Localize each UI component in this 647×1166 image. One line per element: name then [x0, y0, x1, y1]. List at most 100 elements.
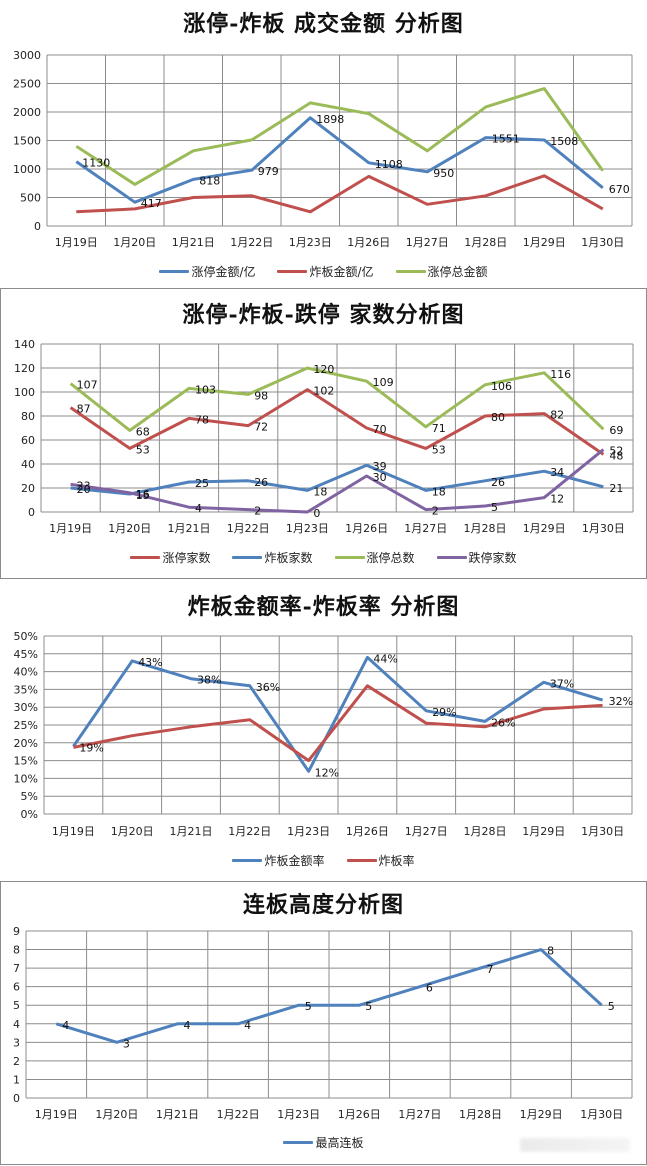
series-line — [69, 388, 605, 456]
legend-item: 涨停总数 — [334, 549, 415, 566]
legend-item: 炸板家数 — [232, 549, 313, 566]
x-tick-label: 1月20日 — [108, 522, 151, 535]
y-tick-label: 0 — [34, 220, 41, 233]
data-label: 818 — [199, 174, 220, 187]
chart-panel-rates: 炸板金额率-炸板率 分析图 0% 5% 10% 15% 20% 25% 30% 35% 40% 4… — [0, 580, 647, 875]
chart-title: 连板高度分析图 — [242, 892, 404, 918]
y-tick-label: 35% — [14, 683, 38, 696]
data-label: 32% — [609, 695, 633, 708]
data-label: 26 — [491, 476, 505, 489]
data-label: 53 — [136, 443, 150, 456]
series-line — [73, 684, 603, 763]
data-label: 16 — [136, 488, 150, 501]
y-tick-label: 45% — [14, 648, 38, 661]
data-label: 2 — [432, 505, 439, 518]
data-label: 98 — [254, 389, 268, 402]
data-label: 12 — [550, 493, 564, 506]
data-label: 0 — [313, 507, 320, 520]
data-label: 6 — [426, 982, 433, 995]
x-tick-label: 1月27日 — [404, 522, 447, 535]
legend-item: 涨停家数 — [130, 549, 210, 566]
data-label: 12% — [315, 766, 339, 779]
data-label: 53 — [432, 443, 446, 456]
legend-label: 涨停总金额 — [427, 265, 488, 279]
y-tick-label: 30% — [14, 701, 38, 714]
x-tick-label: 1月19日 — [35, 1108, 78, 1121]
data-label: 4 — [244, 1019, 251, 1032]
chart-legend: 最高连板 — [1, 1134, 646, 1151]
y-tick-label: 50% — [14, 630, 38, 643]
data-label: 4 — [62, 1019, 69, 1032]
data-label: 102 — [313, 385, 334, 398]
data-label: 30 — [373, 471, 387, 484]
y-tick-label: 1000 — [13, 163, 41, 176]
x-tick-label: 1月30日 — [581, 825, 624, 838]
x-tick-label: 1月28日 — [464, 825, 507, 838]
y-tick-label: 7 — [13, 962, 20, 975]
data-label: 1130 — [82, 157, 110, 170]
y-tick-label: 80 — [21, 410, 35, 423]
y-tick-label: 2 — [13, 1055, 20, 1068]
x-tick-label: 1月22日 — [228, 825, 271, 838]
data-label: 4 — [195, 502, 202, 515]
legend-item: 炸板金额率 — [232, 852, 325, 869]
data-label: 48 — [609, 449, 623, 462]
data-label: 1898 — [316, 113, 344, 126]
x-tick-label: 1月29日 — [523, 522, 566, 535]
data-label: 4 — [184, 1019, 191, 1032]
series-line — [75, 116, 604, 204]
watermark — [520, 1138, 630, 1152]
x-tick-label: 1月21日 — [170, 825, 213, 838]
y-tick-label: 2500 — [13, 78, 41, 91]
x-tick-label: 1月19日 — [55, 236, 98, 249]
y-tick-label: 3 — [13, 1036, 20, 1049]
line-chart-streak-height: 0 1 2 3 4 5 6 7 8 9 1月19日 1月20日 1月21日 1月22日 1月23日 1月26日… — [13, 925, 633, 1121]
data-label: 1108 — [375, 158, 403, 171]
data-label: 18 — [432, 485, 446, 498]
data-label: 23 — [77, 479, 91, 492]
data-label: 15 — [136, 489, 150, 502]
chart-title: 涨停-炸板 成交金额 分析图 — [183, 11, 464, 37]
data-label: 43% — [138, 656, 162, 669]
x-tick-label: 1月20日 — [111, 825, 154, 838]
data-label: 950 — [433, 167, 454, 180]
x-tick-label: 1月28日 — [464, 236, 507, 249]
x-tick-label: 1月23日 — [277, 1108, 320, 1121]
legend-label: 炸板金额/亿 — [309, 265, 374, 279]
y-tick-label: 100 — [14, 386, 35, 399]
y-tick-label: 6 — [13, 981, 20, 994]
legend-swatch-icon — [232, 859, 263, 862]
data-label: 107 — [77, 379, 98, 392]
data-label: 78 — [195, 413, 209, 426]
x-tick-label: 1月21日 — [172, 236, 215, 249]
data-label: 1551 — [492, 133, 520, 146]
x-tick-label: 1月22日 — [227, 522, 270, 535]
x-tick-label: 1月19日 — [52, 825, 95, 838]
y-tick-label: 5 — [13, 999, 20, 1012]
x-tick-label: 1月20日 — [113, 236, 156, 249]
x-tick-label: 1月27日 — [398, 1108, 441, 1121]
legend-label: 涨停家数 — [162, 551, 211, 565]
data-label: 26% — [491, 716, 515, 729]
x-tick-label: 1月28日 — [459, 1108, 502, 1121]
x-tick-label: 1月26日 — [338, 1108, 381, 1121]
chart-title: 炸板金额率-炸板率 分析图 — [187, 594, 460, 620]
data-label: 109 — [373, 376, 394, 389]
x-tick-label: 1月26日 — [345, 522, 388, 535]
data-label: 25 — [195, 477, 209, 490]
series-line — [55, 948, 603, 1044]
legend-label: 炸板家数 — [264, 551, 313, 565]
chart-legend: 炸板金额率 炸板率 — [0, 852, 647, 869]
x-tick-label: 1月30日 — [580, 1108, 623, 1121]
y-tick-label: 60 — [21, 434, 35, 447]
data-label: 670 — [609, 183, 630, 196]
legend-swatch-icon — [334, 556, 365, 559]
y-tick-label: 120 — [14, 362, 35, 375]
y-tick-label: 4 — [13, 1018, 20, 1031]
legend-item: 炸板金额/亿 — [277, 263, 374, 280]
x-tick-label: 1月23日 — [289, 236, 332, 249]
data-label: 18 — [313, 485, 327, 498]
legend-swatch-icon — [436, 556, 467, 559]
data-label: 72 — [254, 421, 268, 434]
